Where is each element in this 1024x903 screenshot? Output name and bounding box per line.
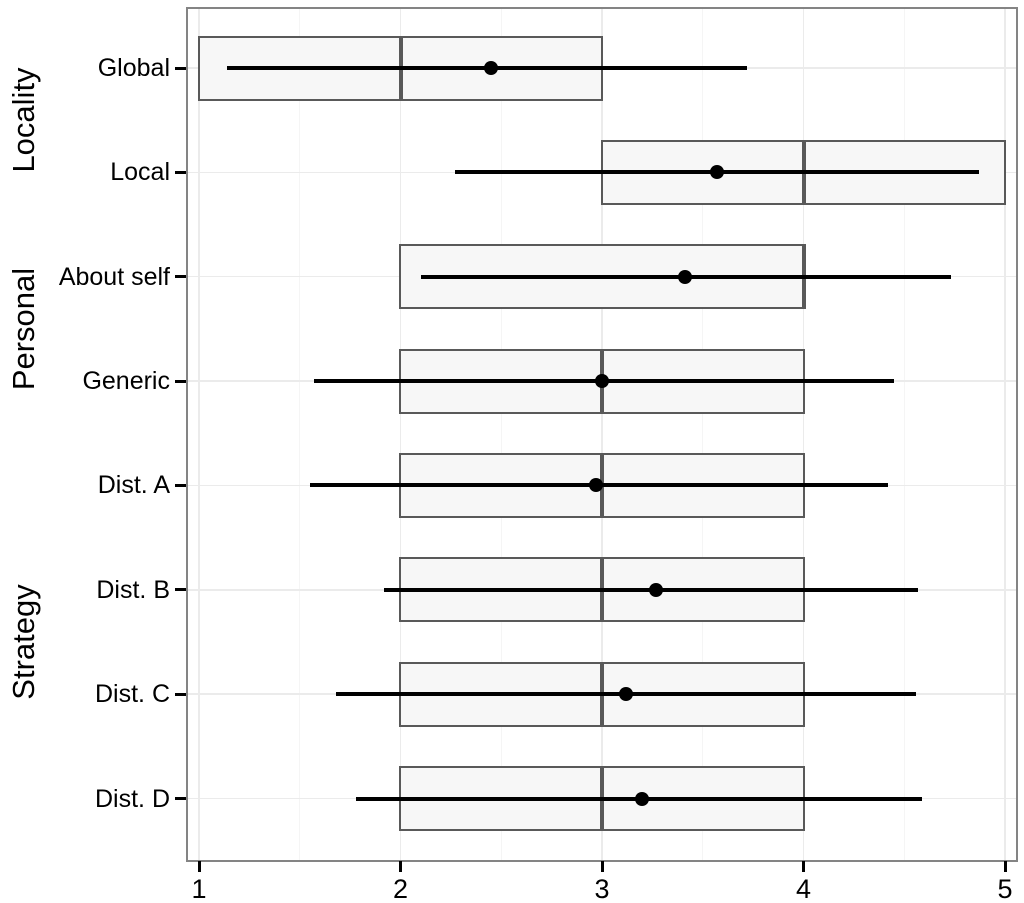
mean-dot-global — [484, 61, 499, 75]
axis-tick-label-5: 5 — [997, 874, 1013, 903]
axis-tick-label-4: 4 — [795, 874, 812, 903]
gridline-minor-x-2.5 — [500, 9, 502, 860]
gridline-major-x-2 — [399, 9, 402, 860]
axis-tick-bottom-3 — [600, 861, 604, 872]
axis-tick-left-generic — [175, 379, 186, 383]
axis-tick-left-about-self — [175, 275, 186, 279]
axis-tick-left-dist-b — [175, 588, 186, 592]
axis-tick-left-dist-a — [175, 483, 186, 487]
category-label-dist-c: Dist. C — [95, 680, 170, 709]
mean-dot-local — [709, 165, 724, 180]
gridline-major-x-1 — [198, 9, 200, 860]
gridline-minor-x-1.5 — [299, 9, 301, 860]
axis-tick-label-3: 3 — [594, 874, 610, 903]
gridline-minor-x-3.5 — [702, 9, 704, 860]
axis-tick-bottom-5 — [1003, 861, 1007, 872]
axis-tick-left-dist-d — [175, 797, 186, 801]
category-label-dist-d: Dist. D — [95, 784, 170, 813]
mean-dot-dist-d — [635, 791, 650, 806]
category-label-dist-b: Dist. B — [96, 575, 170, 604]
group-label-strategy: Strategy — [6, 584, 41, 700]
axis-tick-bottom-1 — [197, 861, 201, 872]
gridline-major-x-5 — [1004, 9, 1006, 860]
axis-tick-label-2: 2 — [392, 874, 409, 903]
mean-dot-generic — [595, 374, 609, 389]
mean-dot-dist-c — [619, 687, 634, 702]
group-label-locality: Locality — [6, 67, 41, 173]
category-label-generic: Generic — [82, 367, 170, 396]
axis-tick-label-1: 1 — [191, 874, 207, 903]
axis-tick-left-local — [175, 170, 186, 174]
group-label-personal: Personal — [6, 267, 41, 391]
category-label-global: Global — [97, 54, 170, 82]
gridline-minor-x-4.5 — [903, 9, 905, 860]
category-label-local: Local — [110, 158, 170, 187]
gridline-major-x-4 — [802, 9, 805, 860]
axis-tick-left-global — [175, 66, 186, 70]
axis-tick-left-dist-c — [175, 692, 186, 696]
mean-dot-about-self — [677, 269, 692, 284]
category-label-dist-a: Dist. A — [97, 471, 170, 500]
gridline-major-x-3 — [601, 9, 603, 860]
axis-tick-bottom-4 — [802, 861, 805, 872]
axis-tick-bottom-2 — [399, 861, 402, 872]
mean-dot-dist-b — [649, 582, 664, 597]
mean-dot-dist-a — [588, 478, 603, 493]
category-label-about-self: About self — [58, 262, 170, 291]
